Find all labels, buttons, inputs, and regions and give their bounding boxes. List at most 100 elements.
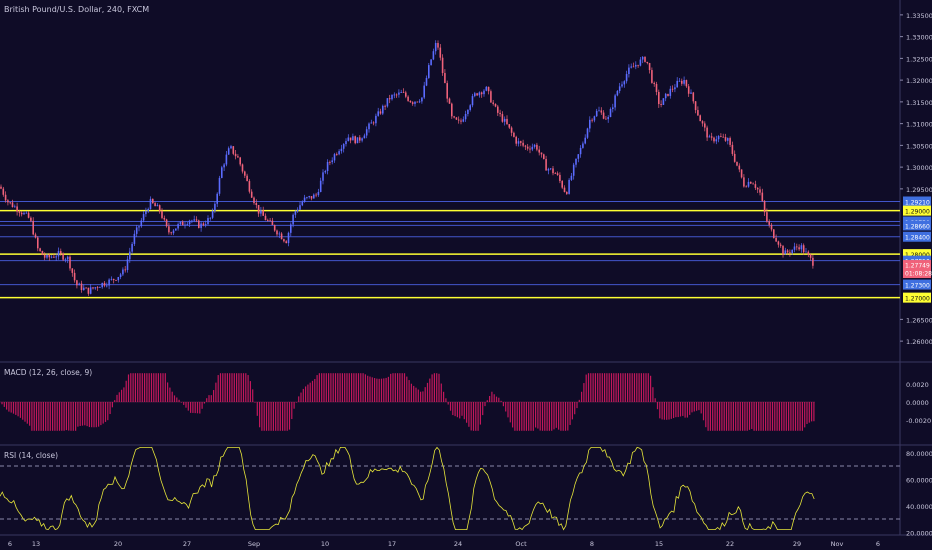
macd-bar <box>325 373 327 402</box>
macd-bar <box>636 373 638 402</box>
candle-body <box>676 80 678 88</box>
macd-bar <box>459 402 461 419</box>
macd-bar <box>735 402 737 431</box>
macd-bar <box>116 394 118 402</box>
candle-body <box>425 77 428 86</box>
candle-body <box>347 137 350 142</box>
candle-body <box>149 198 152 209</box>
candle-body <box>181 221 184 226</box>
macd-bar <box>222 373 224 402</box>
macd-bar <box>429 378 431 402</box>
macd-bar <box>334 373 337 402</box>
candle-body <box>655 83 658 92</box>
macd-bar <box>608 373 610 402</box>
macd-bar <box>489 396 491 402</box>
macd-bar <box>601 373 603 402</box>
macd-bar <box>716 402 718 431</box>
candle-body <box>18 211 21 213</box>
macd-bar <box>702 402 705 421</box>
candle-body <box>283 239 285 242</box>
macd-bar <box>624 373 626 402</box>
candle-body <box>506 118 508 125</box>
macd-bar <box>730 402 732 431</box>
macd-bar <box>219 373 222 402</box>
candle-body <box>345 141 347 145</box>
candle-body <box>267 220 269 221</box>
macd-bar <box>383 378 385 402</box>
candle-body <box>317 191 320 196</box>
horizontal-levels[interactable] <box>0 200 900 299</box>
candle-body <box>211 210 214 218</box>
level-tag-label: 1.28400 <box>905 235 930 242</box>
candle-body <box>434 43 437 52</box>
macd-bar <box>627 373 629 402</box>
macd-bar <box>454 402 456 417</box>
macd-bar <box>272 402 274 431</box>
candle-body <box>724 137 727 141</box>
macd-bar <box>532 402 534 431</box>
macd-bar <box>615 373 617 402</box>
macd-bar <box>164 373 166 402</box>
candle-body <box>78 283 80 286</box>
macd-bar <box>445 398 447 402</box>
rsi-label[interactable]: RSI (14, close) <box>4 451 58 460</box>
candle-body <box>112 278 115 280</box>
macd-bar <box>104 402 107 422</box>
time-axis[interactable]: 6 13 20 27 Sep 10 17 24 Oct 8 15 22 29 Nov 6 <box>8 540 880 548</box>
macd-bar <box>666 402 668 420</box>
level-tag-label: 1.29000 <box>905 209 930 216</box>
macd-bar <box>238 373 240 402</box>
macd-bar <box>808 402 810 423</box>
macd-bar <box>293 402 295 409</box>
candle-body <box>589 119 591 129</box>
macd-bar <box>29 402 31 426</box>
price-axis[interactable]: 1.33500 1.33000 1.32500 1.32000 1.31500 1.310… <box>900 12 932 346</box>
level-tag-bg <box>903 220 931 231</box>
candle-body <box>310 196 313 199</box>
macd-bar <box>277 402 279 431</box>
macd-bar <box>650 375 652 402</box>
macd-label[interactable]: MACD (12, 26, close, 9) <box>4 368 92 377</box>
candle-body <box>418 101 421 103</box>
macd-bar <box>385 377 387 402</box>
candle-body <box>313 194 315 199</box>
candle-body <box>526 146 529 149</box>
candle-body <box>685 80 688 87</box>
macd-bar <box>744 402 746 431</box>
macd-bar <box>224 373 226 402</box>
candle-body <box>715 139 718 142</box>
level-tag-label: 1.27000 <box>905 296 930 303</box>
macd-bar <box>102 402 104 424</box>
candle-body <box>221 167 223 178</box>
candle-body <box>135 227 138 234</box>
candle-body <box>163 217 166 220</box>
candle-body <box>733 153 736 162</box>
macd-bar <box>68 402 70 431</box>
macd-bar <box>17 402 19 417</box>
macd-bar <box>362 373 364 402</box>
macd-bar <box>130 373 132 402</box>
macd-bar <box>332 373 334 402</box>
candle-body <box>239 157 241 165</box>
macd-bar <box>792 402 794 431</box>
candle-body <box>694 101 697 111</box>
macd-bar <box>275 402 277 431</box>
macd-bar <box>1 402 3 405</box>
candle-body <box>342 144 345 149</box>
macd-bar <box>79 402 81 427</box>
macd-bar <box>661 402 663 420</box>
candle-body <box>398 92 400 95</box>
time-axis-label: 17 <box>388 540 396 548</box>
candle-body <box>773 229 775 238</box>
macd-bar <box>284 402 286 431</box>
chart-title[interactable]: British Pound/U.S. Dollar, 240, FXCM <box>4 5 149 14</box>
macd-bar <box>525 402 527 431</box>
macd-bar <box>811 402 813 422</box>
macd-bar <box>171 391 173 402</box>
candle-body <box>480 92 483 95</box>
candle-body <box>193 219 195 221</box>
candle-body <box>651 70 653 83</box>
candle-body <box>23 212 25 215</box>
